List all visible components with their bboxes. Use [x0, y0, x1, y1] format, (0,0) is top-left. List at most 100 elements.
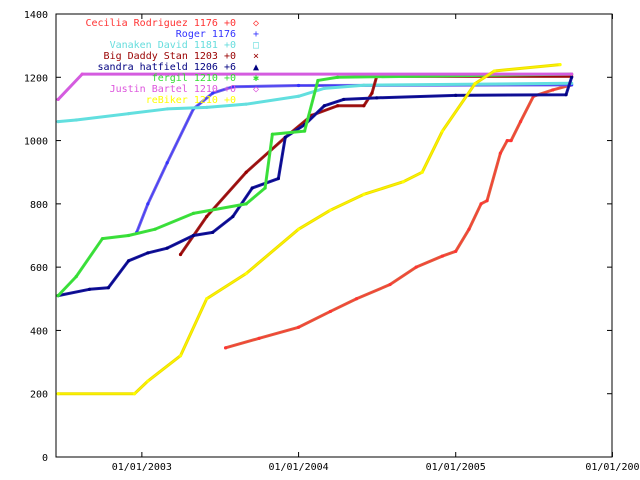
data-point: [414, 265, 418, 269]
data-point: [492, 69, 496, 73]
data-point: [191, 211, 195, 215]
data-point: [276, 176, 280, 181]
data-point: [283, 135, 287, 140]
series-4: [56, 75, 574, 298]
legend-marker-icon: +: [253, 29, 259, 40]
data-point: [126, 112, 131, 116]
y-tick-label: 1200: [24, 73, 48, 84]
legend-entry-label: reBiker 1210 +0: [146, 95, 236, 106]
legend-marker-icon: ◇: [253, 84, 259, 95]
data-point: [126, 259, 131, 263]
data-point: [146, 202, 150, 206]
y-tick-label: 200: [30, 390, 48, 401]
data-point: [205, 214, 209, 219]
legend-marker-icon: ▲: [253, 62, 259, 73]
data-point: [336, 75, 340, 79]
series-1: [135, 83, 574, 234]
y-tick-label: 600: [30, 263, 48, 274]
data-point: [564, 93, 568, 97]
data-point: [56, 119, 60, 124]
data-point: [505, 138, 509, 143]
series-0: [223, 83, 572, 350]
y-tick-label: 0: [42, 453, 48, 464]
data-point: [223, 346, 228, 350]
series-line-core: [180, 75, 572, 255]
y-tick-label: 400: [30, 326, 48, 337]
data-point: [250, 186, 254, 190]
data-point: [165, 246, 169, 250]
legend-entry-label: Big Daddy Stan 1203 +0: [104, 51, 236, 62]
data-point: [420, 170, 424, 174]
data-point: [244, 271, 248, 276]
data-point: [479, 202, 483, 206]
data-point: [74, 275, 78, 279]
series-6: [56, 72, 574, 102]
data-point: [498, 151, 502, 155]
data-point: [126, 233, 131, 238]
data-point: [401, 180, 405, 184]
data-point: [302, 129, 307, 133]
data-point: [257, 336, 261, 340]
data-point: [551, 88, 555, 92]
series-line-core: [58, 82, 572, 123]
data-point: [106, 286, 110, 290]
legend-entry-label: Roger 1176: [176, 29, 236, 40]
data-point: [211, 91, 215, 95]
data-point: [570, 75, 574, 79]
legend-marker-icon: ×: [253, 51, 259, 62]
data-point: [56, 294, 60, 298]
data-point: [296, 83, 301, 88]
data-point: [244, 202, 248, 206]
data-point: [328, 208, 332, 212]
legend-entry-label: fergil 1210 +0: [152, 73, 236, 84]
series-5: [56, 72, 574, 298]
data-point: [362, 104, 366, 108]
y-tick-label: 800: [30, 200, 48, 211]
data-point: [296, 325, 301, 329]
y-tick-label: 1400: [24, 10, 48, 21]
data-point: [570, 72, 574, 76]
x-tick-label: 01/01/2004: [268, 462, 328, 473]
data-point: [263, 186, 267, 190]
data-point: [370, 91, 374, 95]
data-point: [80, 72, 84, 76]
legend-entry-label: Cecilia Rodriguez 1176 +0: [85, 18, 236, 29]
data-point: [178, 354, 183, 358]
x-axis: 01/01/2003 01/01/2004 01/01/2005 01/01/200: [112, 14, 640, 473]
y-axis: 0 200 400 600 800 1000 1200 1400: [24, 10, 612, 464]
y-tick-label: 1000: [24, 137, 48, 148]
x-tick-label: 01/01/2005: [426, 462, 486, 473]
data-point: [558, 63, 562, 67]
data-point: [518, 119, 523, 124]
data-point: [454, 93, 458, 97]
legend-entry-label: Vanaken David 1181 +0: [110, 40, 236, 51]
data-point: [354, 297, 359, 301]
data-point: [132, 392, 137, 396]
data-point: [205, 105, 209, 109]
series-3: [178, 74, 574, 257]
legend-marker-icon: ◇: [253, 18, 259, 29]
data-point: [191, 233, 195, 238]
series-7: [56, 63, 562, 396]
data-point: [342, 97, 346, 102]
data-point: [146, 379, 150, 383]
data-point: [146, 251, 150, 255]
legend: Cecilia Rodriguez 1176 +0 ◇ Roger 1176 + Van…: [85, 18, 259, 106]
legend-marker-icon: □: [253, 40, 259, 51]
data-point: [485, 199, 489, 203]
data-point: [362, 83, 366, 87]
data-point: [454, 249, 458, 253]
data-point: [153, 227, 157, 231]
data-point: [165, 161, 169, 165]
data-point: [205, 297, 209, 301]
data-point: [375, 96, 379, 100]
data-point: [362, 192, 366, 196]
data-point: [440, 254, 445, 258]
legend-entry-label: sandra hatfield 1206 +6: [98, 62, 236, 73]
data-point: [316, 78, 320, 83]
data-point: [509, 138, 513, 143]
data-point: [100, 237, 104, 241]
data-point: [388, 282, 392, 287]
series-lines: [56, 63, 574, 396]
